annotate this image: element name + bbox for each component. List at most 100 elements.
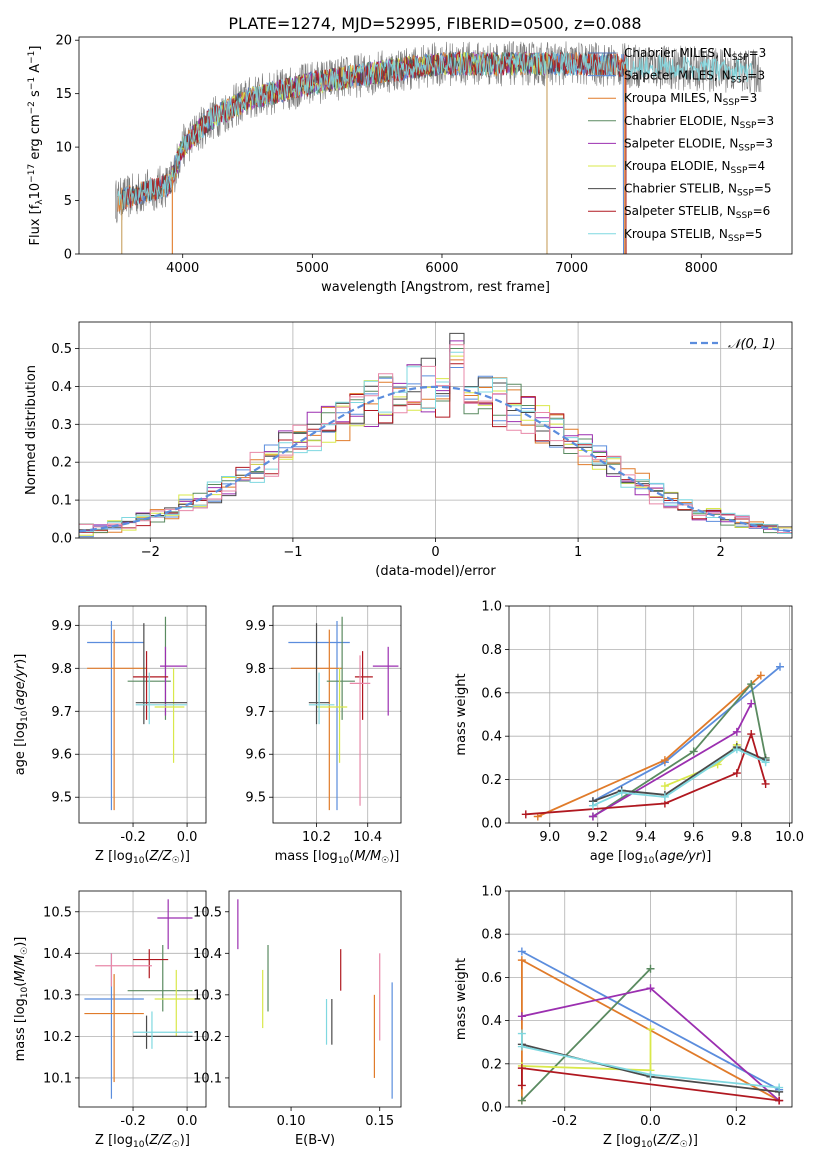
y-axis-label: Normed distribution: [24, 365, 39, 495]
y-tick-label: 0.4: [481, 1014, 502, 1029]
data-point: [646, 1025, 655, 1034]
x-tick-label: -0.2: [120, 830, 145, 845]
y-tick-label: 0.0: [51, 532, 72, 547]
x-tick-label: 9.0: [539, 830, 560, 845]
legend-entry: Salpeter STELIB, NSSP=6: [624, 204, 770, 221]
x-tick-label: −1: [283, 545, 302, 560]
x-tick-label: 10.2: [302, 830, 331, 845]
data-point: [646, 964, 655, 973]
x-axis-label: (data-model)/error: [375, 564, 496, 579]
x-tick-label: 5000: [296, 261, 329, 276]
x-tick-label: -0.2: [552, 1114, 577, 1129]
model-spectrum: [117, 51, 754, 210]
axes-frame: [508, 605, 793, 824]
data-point: [588, 801, 597, 810]
x-tick-label: -0.2: [120, 1114, 145, 1129]
x-tick-label: 10.0: [775, 830, 804, 845]
data-point: [517, 1064, 526, 1073]
series-line: [592, 682, 767, 818]
legend-entry: Kroupa STELIB, NSSP=5: [624, 227, 762, 244]
data-point: [517, 956, 526, 965]
legend-entry: Chabrier ELODIE, NSSP=3: [624, 114, 774, 131]
y-tick-label: 9.8: [51, 662, 72, 677]
legend-entry: Salpeter MILES, NSSP=3: [624, 69, 765, 86]
errorbars: [84, 899, 201, 1099]
y-axis-label: Flux [fλ10−17 erg cm−2 s−1 A−1]: [27, 46, 45, 246]
errorbars: [87, 616, 188, 811]
data-point: [517, 1029, 526, 1038]
y-tick-label: 9.6: [245, 748, 266, 763]
gaussian-curve: [79, 385, 792, 533]
axes-frame: [78, 605, 207, 824]
errorbars: [237, 899, 393, 1099]
data-point: [732, 769, 741, 778]
x-axis-label: wavelength [Angstrom, rest frame]: [321, 280, 550, 295]
y-tick-label: 9.8: [245, 662, 266, 677]
y-tick-label: 9.9: [245, 619, 266, 634]
y-tick-label: 9.6: [51, 748, 72, 763]
data-point: [747, 699, 756, 708]
x-tick-label: 2: [717, 545, 725, 560]
x-tick-label: 9.6: [683, 830, 704, 845]
series-line: [521, 968, 652, 1102]
data-point: [660, 792, 669, 801]
y-tick-label: 9.7: [245, 705, 266, 720]
data-point: [756, 671, 765, 680]
y-axis-label: mass weight: [454, 673, 469, 755]
y-tick-label: 10.2: [193, 1030, 222, 1045]
y-tick-label: 9.5: [51, 791, 72, 806]
x-tick-label: 0.15: [365, 1114, 394, 1129]
axes-frame: [508, 890, 793, 1108]
histogram-lines: [79, 332, 792, 538]
y-tick-label: 5: [64, 194, 72, 209]
axes-frame: [228, 890, 402, 1108]
y-tick-label: 0.2: [51, 456, 72, 471]
mass-weight-vs-age-panel: 9.0 9.2 9.4 9.6 9.8 10.0 0.0 0.2 0.4 0.6 0.8 1.0 age…: [454, 600, 804, 867]
model-spectrum: [117, 52, 627, 254]
axes-frame: [272, 605, 402, 824]
y-tick-label: 10.3: [193, 988, 222, 1003]
y-tick-label: 15: [55, 87, 72, 102]
y-tick-label: 0.8: [481, 643, 502, 658]
series-lines: [521, 662, 785, 821]
y-tick-label: 10.3: [43, 988, 72, 1003]
y-tick-label: 0: [64, 248, 72, 263]
series-lines: [517, 947, 784, 1105]
x-axis-label: Z [log10(Z/Z☉)]: [95, 1133, 190, 1150]
legend-entry: Chabrier STELIB, NSSP=5: [624, 182, 772, 199]
x-tick-label: 0.2: [726, 1114, 747, 1129]
y-tick-label: 0.4: [481, 730, 502, 745]
data-point: [660, 756, 669, 765]
y-tick-label: 9.9: [51, 619, 72, 634]
residual-histogram: [79, 344, 792, 533]
spectrum-lines: [115, 40, 762, 254]
x-axis-label: Z [log10(Z/Z☉)]: [603, 1133, 698, 1150]
y-tick-label: 10.1: [43, 1071, 72, 1086]
data-point: [775, 1096, 784, 1105]
x-axis-label: Z [log10(Z/Z☉)]: [95, 849, 190, 866]
x-axis-label: age [log10(age/yr)]: [590, 849, 712, 866]
data-point: [588, 812, 597, 821]
data-point: [776, 662, 785, 671]
x-tick-label: 1: [574, 545, 582, 560]
y-tick-label: 10.2: [43, 1030, 72, 1045]
data-point: [660, 782, 669, 791]
x-tick-label: 8000: [685, 261, 718, 276]
axes-frame: [78, 321, 793, 539]
data-point: [747, 680, 756, 689]
x-axis-label: E(B-V): [295, 1133, 335, 1148]
y-tick-label: 10: [55, 141, 72, 156]
axes-frame: [78, 36, 793, 255]
y-tick-label: 1.0: [481, 600, 502, 615]
figure-title: PLATE=1274, MJD=52995, FIBERID=0500, z=0…: [228, 14, 641, 33]
y-tick-label: 10.1: [193, 1071, 222, 1086]
y-tick-label: 1.0: [481, 885, 502, 900]
data-point: [517, 1012, 526, 1021]
y-tick-label: 10.4: [43, 947, 72, 962]
legend-entry: Kroupa MILES, NSSP=3: [624, 91, 757, 108]
y-tick-label: 20: [55, 34, 72, 49]
y-tick-label: 0.2: [481, 1057, 502, 1072]
x-tick-label: 0.0: [177, 1114, 198, 1129]
residuals-panel: −2 −1 0 1 2 0.0 0.1 0.2 0.3 0.4 0.5 𝒩(0, 1) (data-mo…: [24, 321, 793, 579]
data-point: [689, 747, 698, 756]
